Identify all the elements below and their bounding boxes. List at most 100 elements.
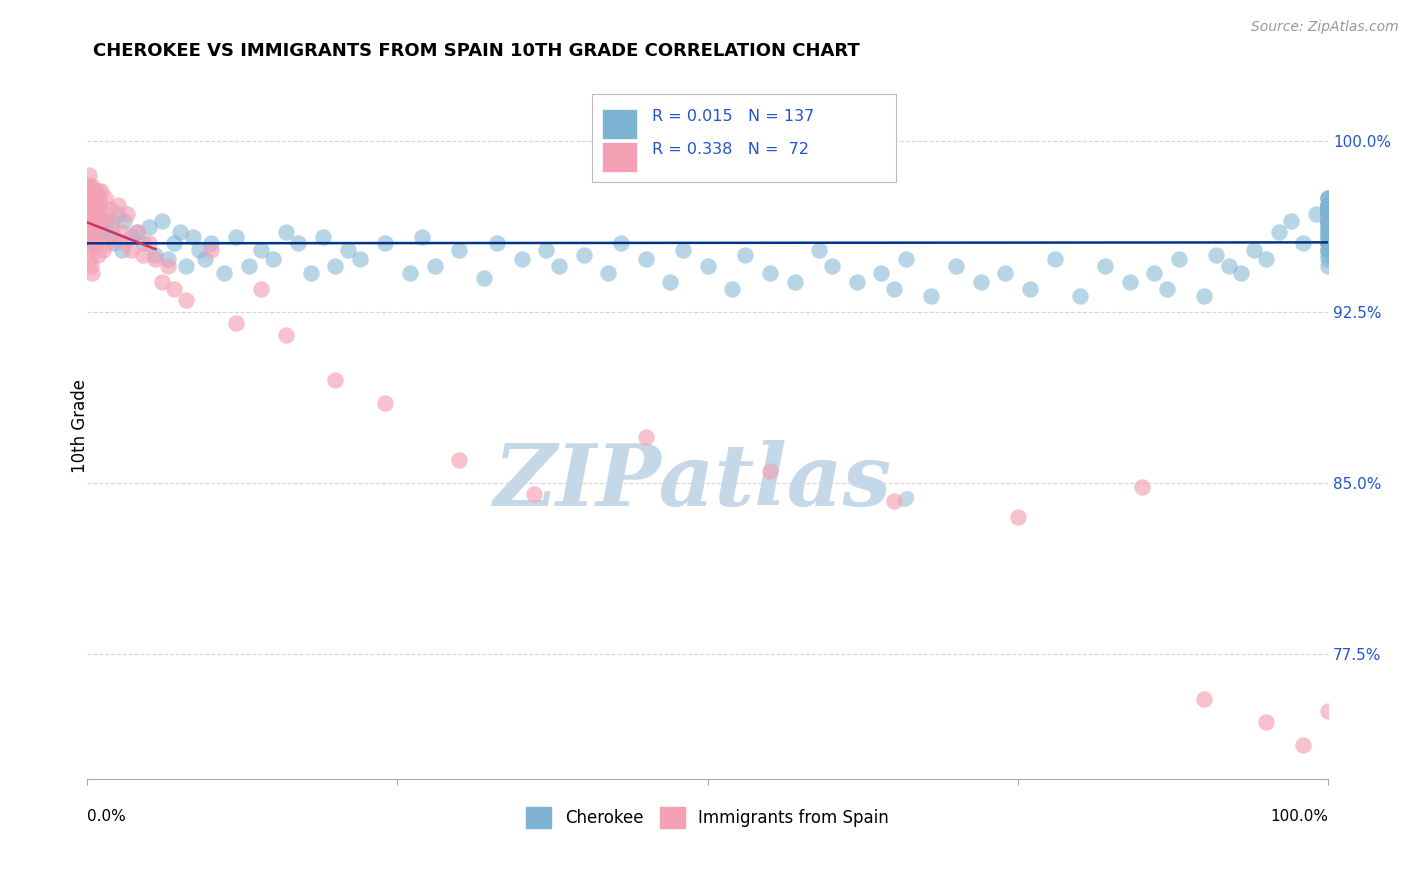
Point	[98, 229, 121, 244]
Point	[91, 243, 114, 257]
Point	[758, 464, 780, 478]
Point	[1317, 202, 1340, 216]
Point	[1317, 191, 1340, 205]
Point	[1317, 248, 1340, 262]
Point	[83, 225, 105, 239]
Text: CHEROKEE VS IMMIGRANTS FROM SPAIN 10TH GRADE CORRELATION CHART: CHEROKEE VS IMMIGRANTS FROM SPAIN 10TH G…	[93, 42, 860, 60]
Point	[1168, 252, 1191, 267]
Text: 0.0%: 0.0%	[87, 809, 127, 824]
Point	[1317, 229, 1340, 244]
Point	[103, 229, 125, 244]
Point	[374, 396, 396, 410]
Point	[262, 252, 284, 267]
Point	[94, 213, 117, 227]
Point	[634, 252, 657, 267]
Point	[112, 236, 135, 251]
Point	[1317, 207, 1340, 221]
Legend: Cherokee, Immigrants from Spain: Cherokee, Immigrants from Spain	[520, 800, 896, 834]
Point	[1243, 243, 1265, 257]
Point	[274, 327, 297, 342]
Point	[547, 259, 569, 273]
Point	[156, 259, 179, 273]
Point	[1156, 282, 1178, 296]
Point	[111, 225, 134, 239]
Point	[93, 191, 115, 205]
Point	[1317, 213, 1340, 227]
Point	[132, 236, 155, 251]
Point	[138, 236, 160, 251]
Point	[485, 236, 508, 251]
Point	[1317, 704, 1340, 718]
Point	[86, 197, 108, 211]
Point	[79, 179, 101, 194]
Point	[1317, 213, 1340, 227]
Bar	[602, 143, 637, 172]
Point	[86, 213, 108, 227]
Point	[1317, 197, 1340, 211]
Point	[325, 373, 347, 387]
Point	[101, 213, 124, 227]
Point	[1317, 243, 1340, 257]
Point	[212, 266, 235, 280]
Point	[1279, 213, 1302, 227]
Point	[883, 282, 905, 296]
Point	[883, 494, 905, 508]
Point	[79, 184, 101, 198]
Point	[472, 270, 495, 285]
Point	[758, 266, 780, 280]
Point	[79, 213, 101, 227]
Point	[96, 236, 118, 251]
Point	[1317, 202, 1340, 216]
Point	[77, 236, 100, 251]
Point	[1317, 236, 1340, 251]
Point	[1317, 213, 1340, 227]
Point	[200, 243, 222, 257]
Point	[398, 266, 420, 280]
Point	[896, 252, 918, 267]
Point	[920, 289, 942, 303]
Point	[1317, 213, 1340, 227]
Point	[1317, 220, 1340, 235]
Point	[1130, 480, 1153, 494]
Point	[103, 236, 125, 251]
Point	[87, 184, 110, 198]
Point	[1317, 197, 1340, 211]
Point	[672, 243, 695, 257]
Point	[1317, 225, 1340, 239]
Point	[1317, 202, 1340, 216]
Point	[1317, 202, 1340, 216]
Point	[1317, 213, 1340, 227]
Point	[1069, 289, 1091, 303]
Point	[523, 487, 546, 501]
Point	[299, 266, 322, 280]
Point	[176, 293, 198, 308]
Point	[181, 229, 204, 244]
Point	[150, 213, 173, 227]
Point	[156, 252, 179, 267]
Point	[84, 236, 107, 251]
Point	[1317, 207, 1340, 221]
Point	[1205, 248, 1227, 262]
Point	[1317, 191, 1340, 205]
Point	[83, 191, 105, 205]
Point	[1317, 213, 1340, 227]
Point	[125, 225, 148, 239]
Point	[374, 236, 396, 251]
Point	[1317, 243, 1340, 257]
Point	[572, 248, 595, 262]
Point	[808, 243, 831, 257]
Point	[79, 191, 101, 205]
Point	[112, 213, 135, 227]
Point	[107, 207, 129, 221]
Point	[91, 213, 114, 227]
Point	[1267, 225, 1289, 239]
Point	[336, 243, 359, 257]
Point	[659, 275, 682, 289]
Point	[1317, 236, 1340, 251]
Point	[274, 225, 297, 239]
Point	[111, 243, 134, 257]
Point	[187, 243, 209, 257]
Point	[225, 229, 247, 244]
Point	[349, 252, 371, 267]
Point	[79, 243, 101, 257]
